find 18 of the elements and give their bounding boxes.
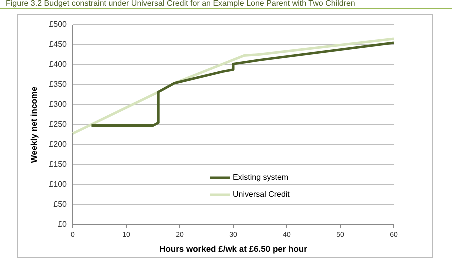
y-axis-title: Weekly net income <box>29 86 39 164</box>
y-tick-label: £450 <box>49 40 68 50</box>
y-tick-label: £100 <box>49 180 68 190</box>
y-tick-label: £0 <box>58 220 68 230</box>
line-series <box>90 42 396 128</box>
y-tick-label: £50 <box>54 200 68 210</box>
x-axis-title: Hours worked £/wk at £6.50 per hour <box>160 244 308 254</box>
legend-label: Universal Credit <box>233 190 291 200</box>
y-tick-label: £400 <box>49 60 68 70</box>
legend-label: Existing system <box>233 173 289 182</box>
y-tick-label: £250 <box>49 120 68 130</box>
y-tick-label: £200 <box>49 140 68 150</box>
y-tick-label: £500 <box>49 20 68 30</box>
y-tick-label: £300 <box>49 100 68 110</box>
chart-title: Figure 3.2 Budget constraint under Universal Credit for an Example Lone Parent with Two Children <box>6 0 356 8</box>
y-tick-label: £350 <box>49 80 68 90</box>
y-tick-label: £150 <box>49 160 68 170</box>
line-series <box>72 38 396 136</box>
